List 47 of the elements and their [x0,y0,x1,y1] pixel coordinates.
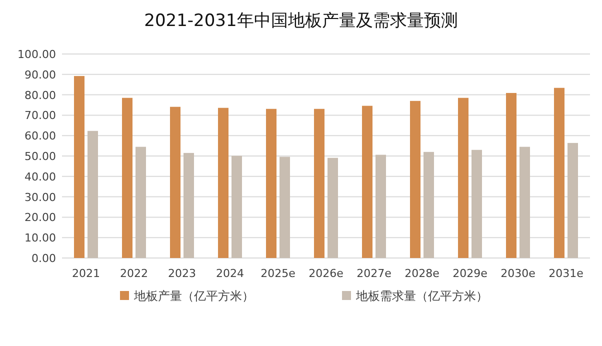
y-tick-label: 50.00 [24,150,56,163]
bar [410,100,420,258]
bar [362,106,372,258]
bar [506,92,516,258]
bar [88,130,98,258]
legend-label: 地板产量（亿平方米） [133,289,254,303]
y-tick-label: 40.00 [24,170,56,184]
bar [74,76,84,258]
y-tick-label: 90.00 [24,68,56,82]
legend-label: 地板需求量（亿平方米） [355,289,488,303]
x-tick-label: 2025e [260,267,296,280]
bar [266,108,276,258]
y-tick-label: 10.00 [24,232,56,245]
bar [314,108,324,258]
x-tick-label: 2030e [500,267,536,280]
y-tick-label: 80.00 [24,88,56,102]
y-tick-label: 60.00 [24,130,56,143]
bar [136,146,146,258]
bar [280,156,290,258]
x-tick-label: 2023 [168,267,196,280]
bar [554,88,564,258]
x-tick-label: 2024 [216,267,244,280]
y-tick-label: 30.00 [24,190,56,204]
x-tick-label: 2028e [404,267,440,280]
bar [122,98,132,258]
x-tick-label: 2027e [356,267,392,280]
bar [568,142,578,258]
x-tick-label: 2031e [548,267,584,280]
y-tick-label: 100.00 [18,48,56,61]
bar [232,156,242,258]
y-tick-label: 70.00 [24,109,56,122]
x-tick-label: 2029e [452,267,488,280]
bar [472,150,482,258]
y-tick-label: 0.00 [32,252,56,265]
bar [170,106,180,258]
x-tick-label: 2026e [308,267,344,280]
bar [376,154,386,258]
y-tick-label: 20.00 [24,211,56,224]
chart-title: 2021-2031年中国地板产量及需求量预测 [144,11,458,31]
bar [458,98,468,258]
bar [520,146,530,258]
bar [184,152,194,258]
x-tick-label: 2021 [72,267,100,280]
bar [424,152,434,258]
bar [218,108,228,258]
bar [328,158,338,258]
x-tick-label: 2022 [120,267,148,280]
